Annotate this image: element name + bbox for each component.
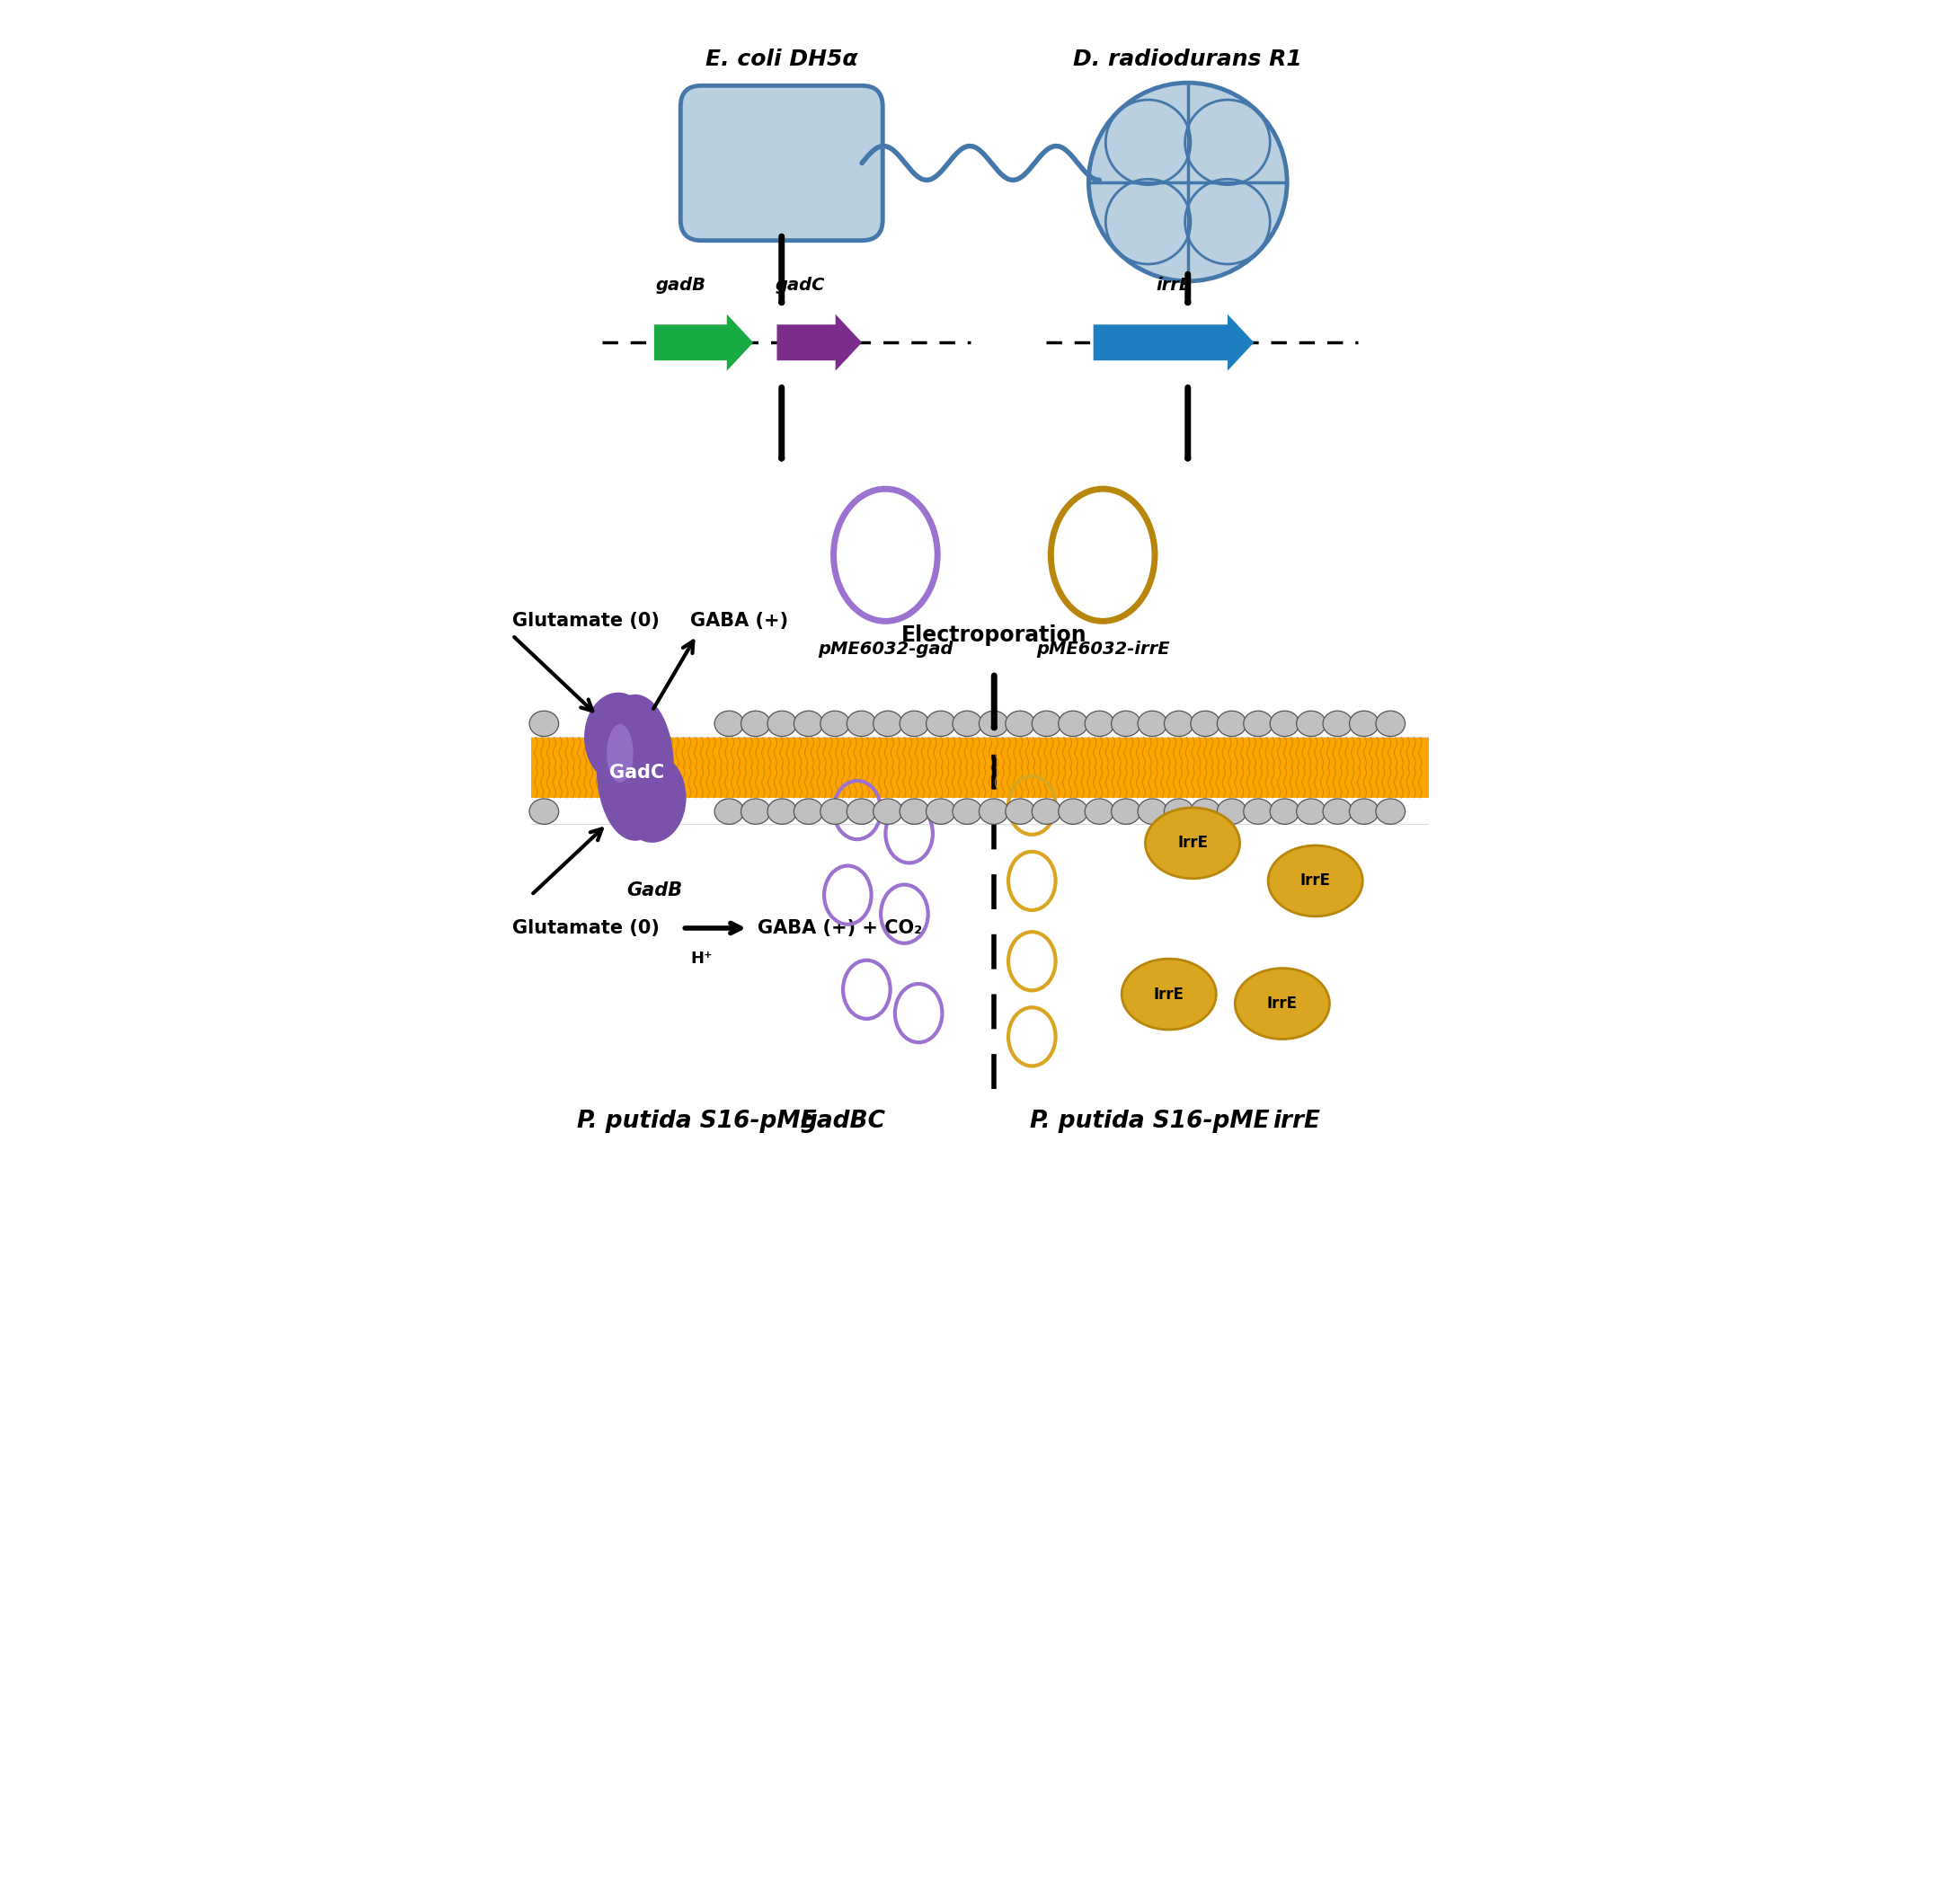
Ellipse shape: [1121, 958, 1215, 1030]
Ellipse shape: [1137, 799, 1166, 824]
Text: IrrE: IrrE: [1266, 996, 1298, 1011]
Ellipse shape: [1376, 799, 1405, 824]
Ellipse shape: [768, 710, 798, 737]
Ellipse shape: [1296, 710, 1325, 737]
Ellipse shape: [1005, 799, 1035, 824]
Text: irrE: irrE: [1272, 1110, 1321, 1133]
Ellipse shape: [741, 710, 770, 737]
Ellipse shape: [980, 799, 1007, 824]
Text: E. coli DH5α: E. coli DH5α: [706, 49, 858, 70]
Ellipse shape: [1111, 799, 1141, 824]
Ellipse shape: [794, 710, 823, 737]
Ellipse shape: [1348, 799, 1378, 824]
Ellipse shape: [768, 799, 798, 824]
Ellipse shape: [847, 710, 876, 737]
Ellipse shape: [821, 710, 849, 737]
Text: Glutamate (0): Glutamate (0): [512, 612, 661, 631]
Ellipse shape: [927, 710, 955, 737]
Ellipse shape: [1084, 799, 1113, 824]
FancyBboxPatch shape: [680, 85, 882, 241]
Ellipse shape: [833, 489, 937, 621]
Ellipse shape: [980, 710, 1007, 737]
Text: GadB: GadB: [625, 881, 682, 900]
Ellipse shape: [953, 799, 982, 824]
Ellipse shape: [1323, 710, 1352, 737]
Ellipse shape: [1051, 489, 1154, 621]
Polygon shape: [655, 314, 753, 371]
Ellipse shape: [847, 799, 876, 824]
Ellipse shape: [874, 710, 902, 737]
Ellipse shape: [1137, 710, 1166, 737]
Polygon shape: [776, 314, 862, 371]
Text: GadC: GadC: [610, 763, 664, 780]
Ellipse shape: [1243, 799, 1272, 824]
Text: irrE: irrE: [1156, 277, 1192, 294]
Text: pME6032-gad: pME6032-gad: [817, 640, 953, 657]
Ellipse shape: [1190, 799, 1219, 824]
Text: P. putida S16-pME: P. putida S16-pME: [1031, 1110, 1270, 1133]
Ellipse shape: [1270, 799, 1299, 824]
Ellipse shape: [1296, 799, 1325, 824]
Bar: [531, 737, 1429, 797]
Ellipse shape: [794, 799, 823, 824]
Ellipse shape: [617, 754, 686, 843]
Ellipse shape: [1145, 807, 1241, 879]
Ellipse shape: [608, 724, 633, 782]
Ellipse shape: [1217, 710, 1247, 737]
Text: gadBC: gadBC: [800, 1110, 886, 1133]
Ellipse shape: [927, 799, 955, 824]
Ellipse shape: [1270, 710, 1299, 737]
Text: gadC: gadC: [776, 277, 825, 294]
Ellipse shape: [1323, 799, 1352, 824]
Ellipse shape: [1084, 710, 1113, 737]
Ellipse shape: [1031, 799, 1060, 824]
Ellipse shape: [1058, 710, 1088, 737]
Ellipse shape: [1235, 968, 1329, 1040]
Text: IrrE: IrrE: [1178, 835, 1207, 850]
Ellipse shape: [1031, 710, 1060, 737]
Ellipse shape: [821, 799, 849, 824]
Ellipse shape: [1243, 710, 1272, 737]
Text: pME6032-irrE: pME6032-irrE: [1037, 640, 1170, 657]
Ellipse shape: [1164, 799, 1194, 824]
Ellipse shape: [1190, 710, 1219, 737]
Ellipse shape: [900, 710, 929, 737]
Ellipse shape: [1217, 799, 1247, 824]
Text: GABA (+) + CO₂: GABA (+) + CO₂: [759, 919, 923, 938]
Text: Electroporation: Electroporation: [902, 625, 1088, 646]
Text: D. radiodurans R1: D. radiodurans R1: [1074, 49, 1301, 70]
Ellipse shape: [1348, 710, 1378, 737]
Ellipse shape: [1376, 710, 1405, 737]
Ellipse shape: [1111, 710, 1141, 737]
Text: gadB: gadB: [655, 277, 706, 294]
Text: H⁺: H⁺: [690, 951, 711, 966]
Text: IrrE: IrrE: [1154, 987, 1184, 1002]
Ellipse shape: [1268, 845, 1362, 917]
Ellipse shape: [953, 710, 982, 737]
Ellipse shape: [715, 799, 745, 824]
Text: IrrE: IrrE: [1299, 873, 1331, 888]
Circle shape: [1088, 83, 1288, 280]
Ellipse shape: [900, 799, 929, 824]
Ellipse shape: [715, 710, 745, 737]
Ellipse shape: [874, 799, 902, 824]
Polygon shape: [1094, 314, 1254, 371]
Ellipse shape: [584, 693, 653, 782]
Text: Glutamate (0): Glutamate (0): [512, 919, 661, 938]
Ellipse shape: [529, 710, 559, 737]
Ellipse shape: [1058, 799, 1088, 824]
Ellipse shape: [741, 799, 770, 824]
Ellipse shape: [1005, 710, 1035, 737]
Ellipse shape: [1164, 710, 1194, 737]
Ellipse shape: [529, 799, 559, 824]
Text: P. putida S16-pME: P. putida S16-pME: [576, 1110, 817, 1133]
Text: GABA (+): GABA (+): [690, 612, 788, 631]
Ellipse shape: [596, 695, 674, 841]
